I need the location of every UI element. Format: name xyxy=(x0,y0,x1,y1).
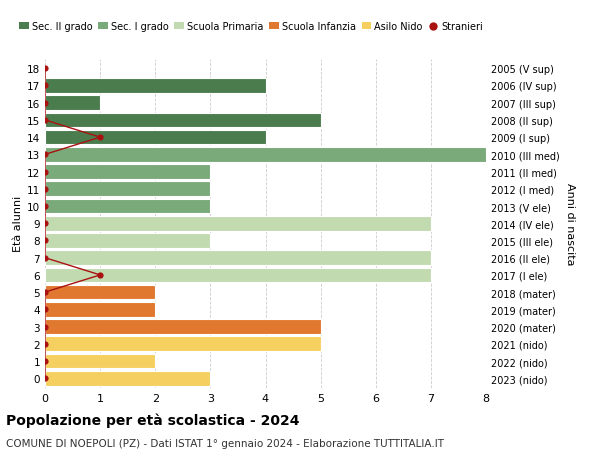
Bar xyxy=(45,165,211,179)
Y-axis label: Età alunni: Età alunni xyxy=(13,196,23,252)
Bar xyxy=(45,354,155,369)
Bar xyxy=(45,148,486,162)
Bar xyxy=(45,337,320,351)
Bar xyxy=(45,268,431,283)
Bar xyxy=(45,371,211,386)
Bar xyxy=(45,182,211,197)
Legend: Sec. II grado, Sec. I grado, Scuola Primaria, Scuola Infanzia, Asilo Nido, Stran: Sec. II grado, Sec. I grado, Scuola Prim… xyxy=(19,22,483,32)
Bar xyxy=(45,217,431,231)
Bar xyxy=(45,319,320,334)
Bar xyxy=(45,251,431,265)
Text: COMUNE DI NOEPOLI (PZ) - Dati ISTAT 1° gennaio 2024 - Elaborazione TUTTITALIA.IT: COMUNE DI NOEPOLI (PZ) - Dati ISTAT 1° g… xyxy=(6,438,444,448)
Bar xyxy=(45,285,155,300)
Bar xyxy=(45,199,211,214)
Bar xyxy=(45,79,265,94)
Bar xyxy=(45,113,320,128)
Bar xyxy=(45,130,265,145)
Bar xyxy=(45,96,100,111)
Y-axis label: Anni di nascita: Anni di nascita xyxy=(565,183,575,265)
Text: Popolazione per età scolastica - 2024: Popolazione per età scolastica - 2024 xyxy=(6,413,299,428)
Bar xyxy=(45,302,155,317)
Bar xyxy=(45,234,211,248)
